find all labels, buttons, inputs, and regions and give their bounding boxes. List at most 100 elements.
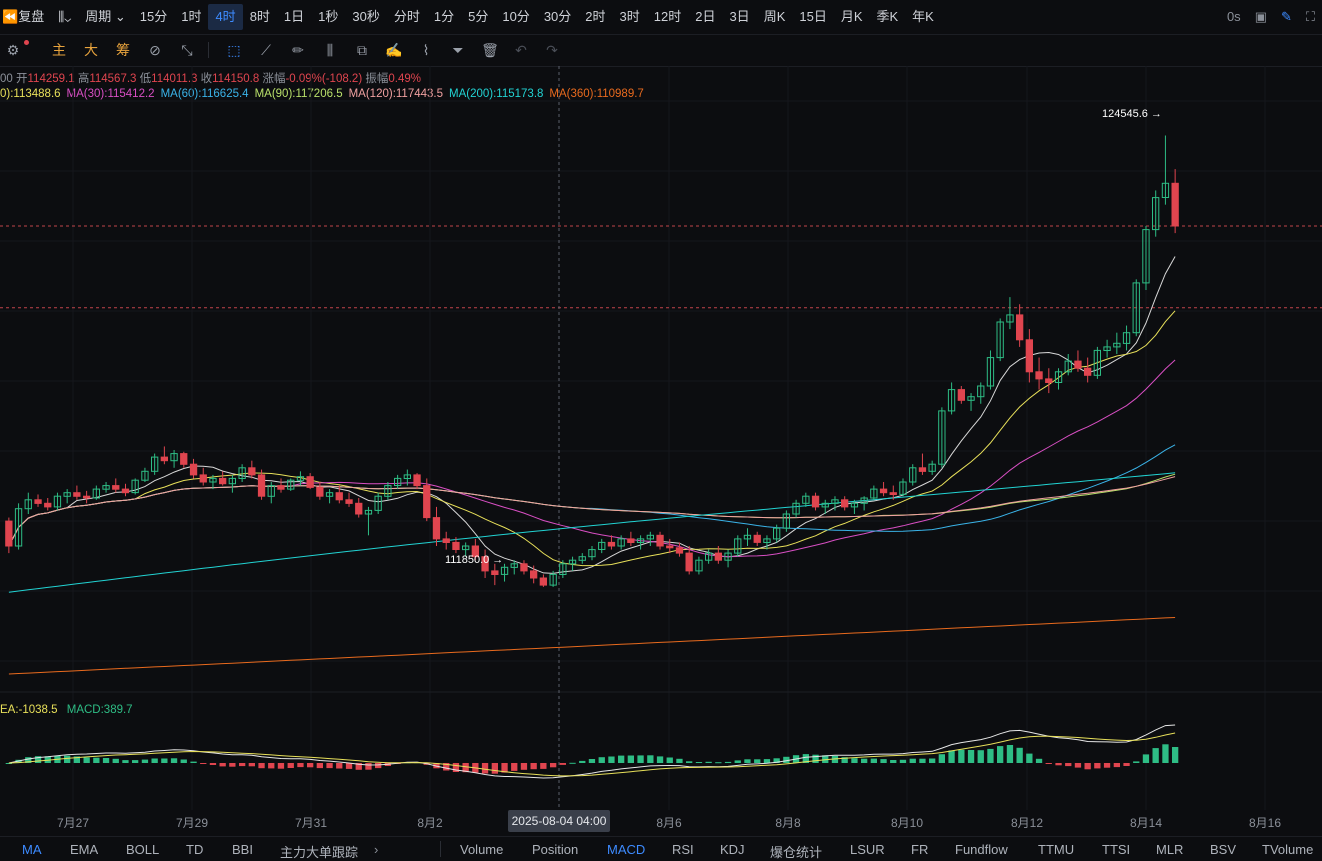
candlestick-icon: ⫼ xyxy=(58,9,65,24)
ruler-icon[interactable]: ⟋ xyxy=(261,42,271,58)
price-chart[interactable] xyxy=(0,66,1322,810)
candle-body xyxy=(63,492,71,497)
indicator-tab-right[interactable]: MACD xyxy=(607,842,646,857)
macd-histogram-bar xyxy=(627,755,634,763)
candle-body xyxy=(121,488,130,494)
indicator-tab-right[interactable]: 爆仓统计 xyxy=(770,845,823,860)
timeframe-15[interactable]: 2日 xyxy=(695,9,716,24)
candle-body xyxy=(841,499,849,508)
macd-histogram-bar xyxy=(1045,763,1052,764)
chevron-right-icon[interactable]: › xyxy=(374,842,379,857)
timeframe-2[interactable]: 4时 xyxy=(208,4,243,30)
candle-body xyxy=(530,570,538,579)
candle-body xyxy=(151,456,159,472)
timeframe-20[interactable]: 季K xyxy=(876,9,899,24)
timeframe-3[interactable]: 8时 xyxy=(249,9,270,24)
timeframe-1[interactable]: 1时 xyxy=(181,9,202,24)
candle-body xyxy=(1006,314,1014,323)
indicator-tab-left[interactable]: BBI xyxy=(232,842,253,857)
indicator-tab-right[interactable]: KDJ xyxy=(720,842,745,857)
candle-body xyxy=(199,474,207,483)
macd-histogram-bar xyxy=(676,758,683,763)
timeframe-16[interactable]: 3日 xyxy=(729,9,750,24)
trash-icon[interactable]: 🗑 xyxy=(481,42,499,58)
macd-histogram-bar xyxy=(452,763,460,772)
pen-icon[interactable]: ✎ xyxy=(1280,9,1292,24)
candle-body xyxy=(666,545,674,549)
candle-body xyxy=(889,492,897,496)
indicator-tab-right[interactable]: Fundflow xyxy=(955,842,1008,857)
timeframe-19[interactable]: 月K xyxy=(840,9,863,24)
undo-icon[interactable]: ↶ xyxy=(515,42,527,58)
timeframe-18[interactable]: 15日 xyxy=(799,9,827,24)
ma-line-200 xyxy=(8,472,1176,593)
indicator-tab-right[interactable]: MLR xyxy=(1156,842,1184,857)
candle-body xyxy=(636,538,645,543)
indicator-tab-left[interactable]: EMA xyxy=(70,842,99,857)
replay-button[interactable]: ⏪复盘 xyxy=(0,4,51,30)
main-chart-toggle[interactable]: 主 xyxy=(52,42,66,58)
note-icon[interactable]: ✍ xyxy=(385,42,403,58)
macd-histogram-bar xyxy=(5,763,12,764)
period-dropdown[interactable]: 周期 ⌄ xyxy=(78,4,133,30)
timeframe-17[interactable]: 周K xyxy=(763,9,786,24)
timeframe-11[interactable]: 30分 xyxy=(543,9,572,24)
timeframe-7[interactable]: 分时 xyxy=(393,9,420,24)
indicator-bar: › MA EMA BOLL TD BBI 主力大单跟踪 Volume Position MACD… xyxy=(0,836,1322,861)
macd-histogram-bar xyxy=(1162,744,1169,763)
indicator-tab-left[interactable]: BOLL xyxy=(126,842,160,857)
indicator-tab-left[interactable]: MA xyxy=(22,842,42,857)
ma-legend-item: MA(200):115173.8 xyxy=(449,88,544,100)
candle-body xyxy=(938,410,946,465)
timeframe-4[interactable]: 1日 xyxy=(283,9,305,24)
indicator-tab-left[interactable]: 主力大单跟踪 xyxy=(280,845,359,860)
macd-histogram-bar xyxy=(277,763,285,769)
magnet-icon[interactable]: ⌇ xyxy=(422,42,430,58)
indicator-tab-right[interactable]: TTMU xyxy=(1038,842,1075,857)
indicator-tab-right[interactable]: TTSI xyxy=(1102,842,1131,857)
pencil-icon[interactable]: ✏ xyxy=(292,42,304,58)
indicator-tab-left[interactable]: TD xyxy=(186,842,204,857)
candle-body xyxy=(1074,360,1082,369)
date-tick: 7月31 xyxy=(294,816,328,830)
candle-body xyxy=(928,463,936,472)
copy-icon[interactable]: ⧉ xyxy=(357,42,367,58)
big-order-toggle[interactable]: 大 xyxy=(84,42,98,58)
indicator-tab-right[interactable]: LSUR xyxy=(850,842,885,857)
macd-histogram-bar xyxy=(724,761,732,763)
timeframe-12[interactable]: 2时 xyxy=(585,9,606,24)
indicator-tab-right[interactable]: TVolume xyxy=(1262,842,1314,857)
timeframe-14[interactable]: 12时 xyxy=(653,9,682,24)
camera-icon[interactable]: ▣ xyxy=(1254,9,1267,24)
indicator-tab-right[interactable]: BSV xyxy=(1210,842,1237,857)
settings-icon[interactable]: ⚙ xyxy=(6,42,20,58)
candle-body xyxy=(860,497,868,504)
redo-icon[interactable]: ↷ xyxy=(546,42,558,58)
timeframe-8[interactable]: 1分 xyxy=(433,9,455,24)
timeframe-21[interactable]: 年K xyxy=(912,9,934,24)
indicator-tab-right[interactable]: RSI xyxy=(672,842,694,857)
timeframe-9[interactable]: 5分 xyxy=(468,9,489,24)
fullscreen-icon[interactable]: ⛶ xyxy=(1305,9,1315,24)
chart-type-button[interactable]: ⫼⌄ xyxy=(58,9,72,24)
date-tick: 8月6 xyxy=(656,816,682,830)
measure-icon[interactable]: ⤡ xyxy=(181,42,193,58)
timeframe-13[interactable]: 3时 xyxy=(619,9,640,24)
indicator-icon[interactable]: ⊘ xyxy=(149,42,161,58)
macd-histogram-bar xyxy=(948,750,955,763)
macd-histogram-bar xyxy=(550,763,557,768)
macd-histogram-bar xyxy=(666,757,673,763)
indicator-tab-right[interactable]: Position xyxy=(532,842,579,857)
macd-histogram-bar xyxy=(1094,763,1101,769)
fib-icon[interactable]: ⫼ xyxy=(326,42,334,58)
timeframe-0[interactable]: 15分 xyxy=(139,9,168,24)
timeframe-6[interactable]: 30秒 xyxy=(352,9,380,24)
cursor-icon[interactable]: ⬚ xyxy=(227,42,241,58)
timeframe-5[interactable]: 1秒 xyxy=(318,9,339,24)
indicator-tab-right[interactable]: FR xyxy=(911,842,929,857)
chip-toggle[interactable]: 筹 xyxy=(116,42,130,58)
macd-histogram-bar xyxy=(1123,763,1130,766)
indicator-tab-right[interactable]: Volume xyxy=(460,842,504,857)
timeframe-10[interactable]: 10分 xyxy=(502,9,530,24)
filter-icon[interactable]: ⏷ xyxy=(452,42,464,58)
